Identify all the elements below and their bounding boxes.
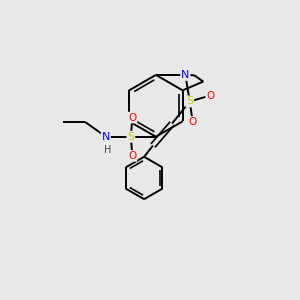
Text: O: O — [128, 112, 136, 123]
Text: N: N — [181, 70, 190, 80]
Text: O: O — [206, 91, 214, 100]
Text: S: S — [127, 132, 134, 142]
Text: O: O — [189, 117, 197, 127]
Text: S: S — [186, 96, 193, 106]
Text: H: H — [103, 145, 111, 155]
Text: N: N — [102, 132, 110, 142]
Text: O: O — [128, 151, 136, 161]
